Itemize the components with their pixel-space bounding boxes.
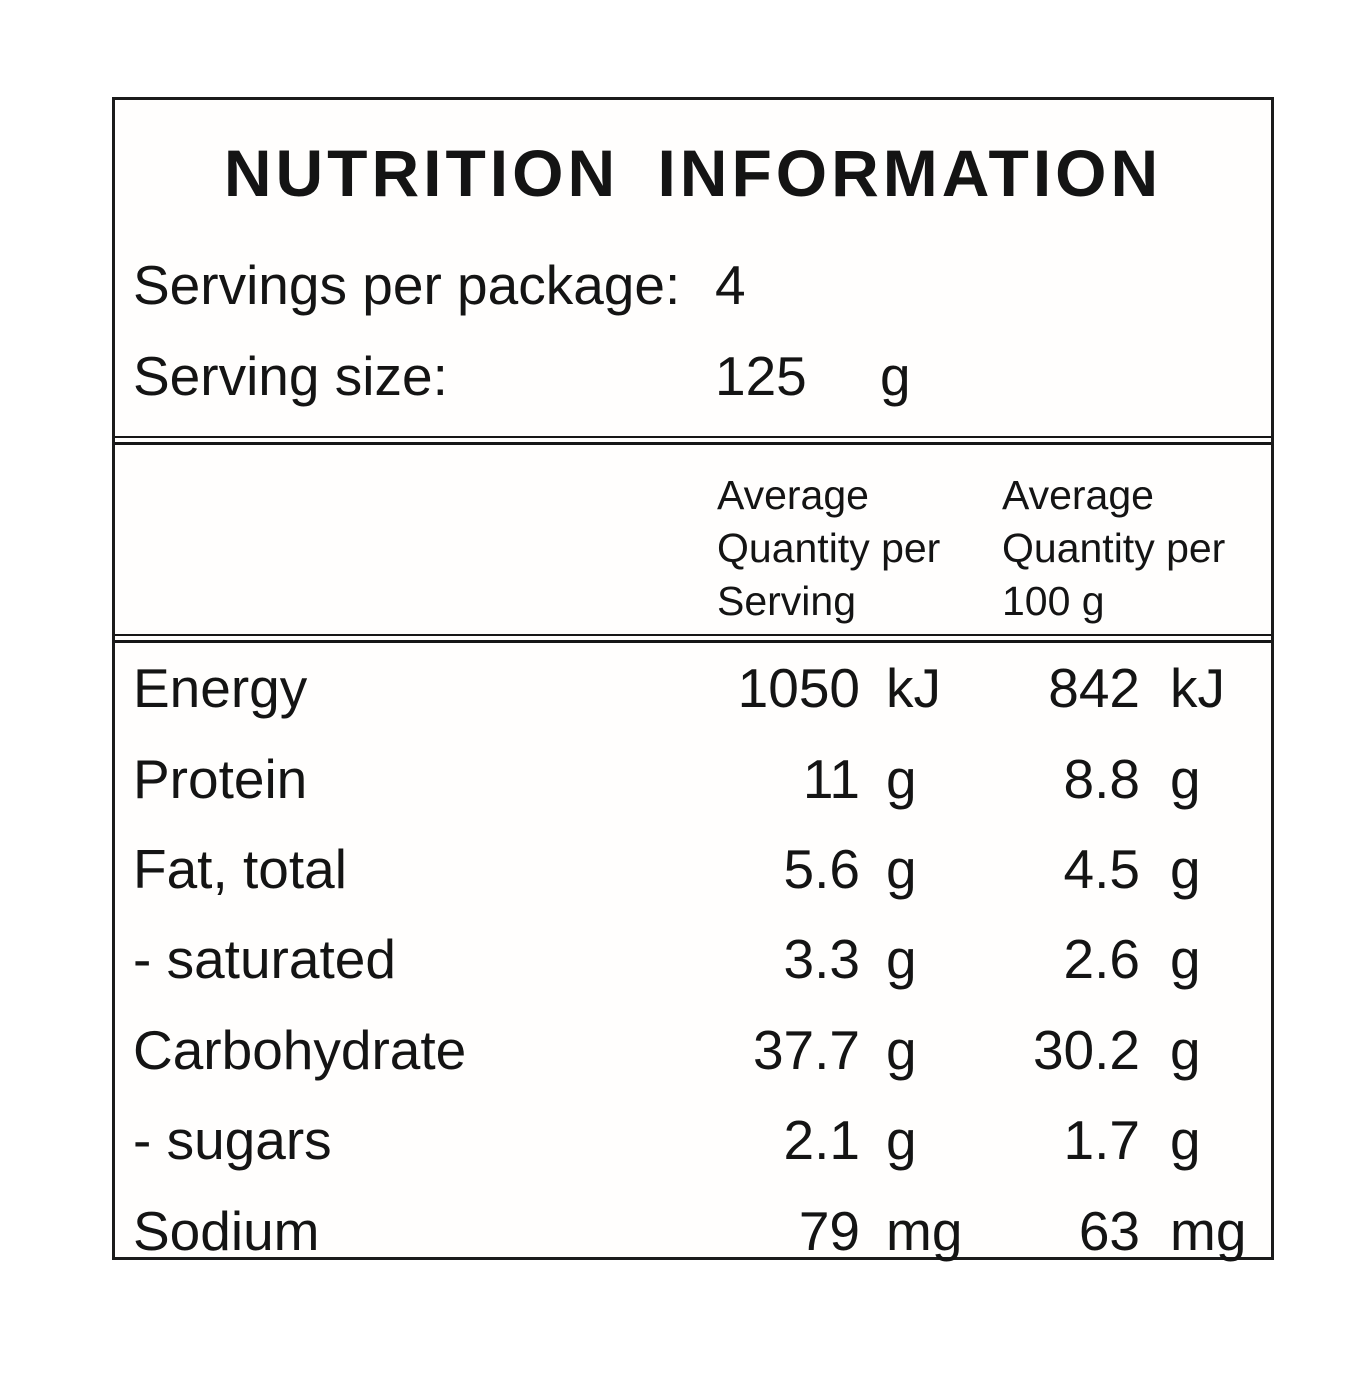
servings-per-package-value: 4	[715, 254, 746, 316]
qty-per-100g: 30.2	[1032, 1018, 1140, 1081]
serving-size-row: Serving size: 125 g	[115, 345, 1271, 407]
qty-per-100g: 842	[1048, 657, 1140, 720]
qty-per-100g: 63	[1078, 1199, 1140, 1262]
nutrient-name: - saturated	[133, 928, 396, 991]
per-100g-header-line1: Average	[1002, 472, 1154, 518]
meta-section: Servings per package: 4 Serving size: 12…	[115, 254, 1271, 407]
divider-header	[115, 634, 1271, 643]
nutrient-name: Sodium	[133, 1199, 320, 1262]
unit-per-100g: g	[1170, 747, 1201, 810]
column-header-per-100g: Average Quantity per 100 g	[966, 469, 1271, 628]
qty-per-serving: 5.6	[783, 838, 860, 901]
table-row-sodium: Sodium 79 mg 63 mg	[115, 1186, 1271, 1276]
per-100g-header-line3: 100 g	[1002, 578, 1105, 624]
serving-size-unit: g	[880, 345, 911, 407]
per-serving-header-line3: Serving	[717, 578, 857, 624]
unit-per-100g: g	[1170, 928, 1201, 991]
nutrient-name: Carbohydrate	[133, 1018, 467, 1081]
table-row-fat-total: Fat, total 5.6 g 4.5 g	[115, 824, 1271, 914]
nutrient-name: Protein	[133, 747, 308, 810]
per-serving-header-line1: Average	[717, 472, 869, 518]
column-header-per-serving: Average Quantity per Serving	[695, 469, 966, 628]
qty-per-serving: 79	[798, 1199, 860, 1262]
serving-size-value: 125	[715, 345, 807, 407]
qty-per-serving: 3.3	[783, 928, 860, 991]
qty-per-serving: 2.1	[783, 1109, 860, 1172]
unit-per-serving: g	[886, 928, 917, 991]
per-100g-header-line2: Quantity per	[1002, 525, 1226, 571]
table-row-sugars: - sugars 2.1 g 1.7 g	[115, 1095, 1271, 1185]
unit-per-serving: g	[886, 1018, 917, 1081]
table-row-saturated: - saturated 3.3 g 2.6 g	[115, 914, 1271, 1004]
column-header-row: Average Quantity per Serving Average Qua…	[115, 445, 1271, 634]
unit-per-100g: g	[1170, 1109, 1201, 1172]
per-serving-header-line2: Quantity per	[717, 525, 941, 571]
unit-per-serving: mg	[886, 1199, 963, 1262]
nutrient-name: - sugars	[133, 1109, 332, 1172]
panel-title: NUTRITION INFORMATION	[223, 136, 1163, 210]
nutrient-rows: Energy 1050 kJ 842 kJ Protein 11 g 8.8 g…	[115, 643, 1271, 1276]
divider-top	[115, 436, 1271, 445]
servings-per-package-label: Servings per package:	[133, 254, 681, 316]
qty-per-100g: 8.8	[1063, 747, 1140, 810]
serving-size-label: Serving size:	[133, 345, 448, 407]
qty-per-serving: 11	[802, 747, 860, 810]
nutrient-name: Energy	[133, 657, 308, 720]
unit-per-100g: g	[1170, 1018, 1201, 1081]
unit-per-serving: g	[886, 747, 917, 810]
unit-per-100g: kJ	[1170, 657, 1225, 720]
servings-per-package-row: Servings per package: 4	[115, 254, 1271, 316]
table-row-carbohydrate: Carbohydrate 37.7 g 30.2 g	[115, 1005, 1271, 1095]
qty-per-100g: 1.7	[1063, 1109, 1140, 1172]
qty-per-serving: 1050	[737, 657, 860, 720]
qty-per-100g: 4.5	[1063, 838, 1140, 901]
unit-per-serving: g	[886, 1109, 917, 1172]
unit-per-serving: kJ	[886, 657, 941, 720]
table-row-energy: Energy 1050 kJ 842 kJ	[115, 643, 1271, 733]
nutrient-name: Fat, total	[133, 838, 347, 901]
unit-per-serving: g	[886, 838, 917, 901]
table-row-protein: Protein 11 g 8.8 g	[115, 733, 1271, 823]
nutrition-information-panel: NUTRITION INFORMATION Servings per packa…	[112, 97, 1274, 1262]
unit-per-100g: mg	[1170, 1199, 1247, 1262]
qty-per-100g: 2.6	[1063, 928, 1140, 991]
qty-per-serving: 37.7	[752, 1018, 860, 1081]
unit-per-100g: g	[1170, 838, 1201, 901]
